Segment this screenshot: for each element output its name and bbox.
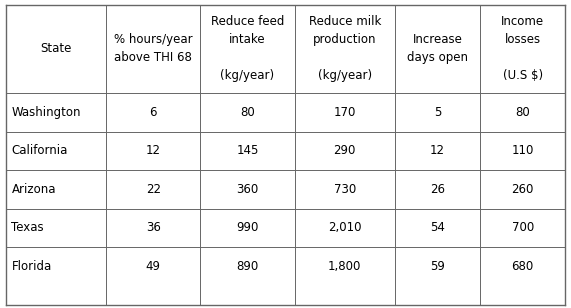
Text: 12: 12	[430, 144, 445, 157]
Text: 1,800: 1,800	[328, 260, 361, 273]
Text: Reduce milk
production

(kg/year): Reduce milk production (kg/year)	[308, 15, 381, 83]
Text: Arizona: Arizona	[11, 183, 56, 196]
Text: 26: 26	[430, 183, 445, 196]
Text: 990: 990	[236, 221, 259, 234]
Text: Reduce feed
intake

(kg/year): Reduce feed intake (kg/year)	[211, 15, 284, 83]
Text: 360: 360	[236, 183, 259, 196]
Text: Texas: Texas	[11, 221, 44, 234]
Text: 22: 22	[146, 183, 160, 196]
Text: 54: 54	[430, 221, 445, 234]
Text: 700: 700	[512, 221, 534, 234]
Text: Increase
days open: Increase days open	[407, 33, 468, 64]
Text: State: State	[40, 43, 71, 55]
Text: 170: 170	[333, 106, 356, 119]
Text: 145: 145	[236, 144, 259, 157]
Text: Washington: Washington	[11, 106, 81, 119]
Text: 49: 49	[146, 260, 160, 273]
Text: California: California	[11, 144, 68, 157]
Text: 290: 290	[333, 144, 356, 157]
Text: 680: 680	[512, 260, 534, 273]
Text: 12: 12	[146, 144, 160, 157]
Text: 80: 80	[240, 106, 255, 119]
Text: Income
losses

(U.S $): Income losses (U.S $)	[501, 15, 544, 83]
Text: 59: 59	[430, 260, 445, 273]
Text: 6: 6	[150, 106, 157, 119]
Text: 36: 36	[146, 221, 160, 234]
Text: 260: 260	[512, 183, 534, 196]
Text: 5: 5	[434, 106, 441, 119]
Text: 890: 890	[236, 260, 259, 273]
Text: 730: 730	[333, 183, 356, 196]
Text: % hours/year
above THI 68: % hours/year above THI 68	[114, 33, 192, 64]
Text: Florida: Florida	[11, 260, 51, 273]
Text: 110: 110	[512, 144, 534, 157]
Text: 80: 80	[516, 106, 530, 119]
Text: 2,010: 2,010	[328, 221, 361, 234]
